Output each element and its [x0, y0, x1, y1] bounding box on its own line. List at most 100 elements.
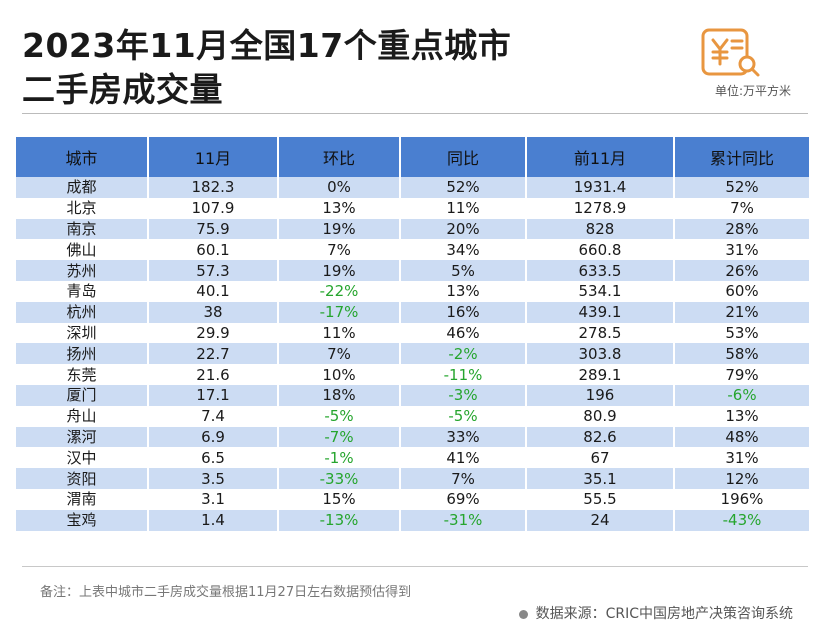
city-cell: 汉中: [16, 447, 149, 469]
city-cell: 佛山: [16, 239, 149, 261]
city-cell: 资阳: [16, 468, 149, 489]
yoy-cell: 34%: [400, 239, 527, 261]
nov-volume-cell: 182.3: [148, 177, 279, 198]
column-header: 城市: [16, 137, 149, 177]
ytd-volume-cell: 24: [526, 509, 675, 531]
ytd-yoy-cell: 12%: [674, 468, 809, 489]
city-cell: 青岛: [16, 280, 149, 302]
table-row: 苏州 57.3 19% 5% 633.5 26%: [16, 260, 809, 281]
yoy-cell: 11%: [400, 197, 527, 219]
city-cell: 扬州: [16, 343, 149, 365]
city-cell: 厦门: [16, 384, 149, 406]
table-row: 漯河 6.9 -7% 33% 82.6 48%: [16, 426, 809, 448]
yoy-cell: 5%: [400, 260, 527, 281]
city-cell: 成都: [16, 177, 149, 198]
title-line-2: 二手房成交量: [22, 70, 223, 109]
table-row: 佛山 60.1 7% 34% 660.8 31%: [16, 239, 809, 261]
table-row: 扬州 22.7 7% -2% 303.8 58%: [16, 343, 809, 365]
nov-volume-cell: 107.9: [148, 197, 279, 219]
column-header: 环比: [278, 137, 401, 177]
table-row: 宝鸡 1.4 -13% -31% 24 -43%: [16, 509, 809, 531]
mom-cell: -7%: [278, 426, 401, 448]
yoy-cell: 46%: [400, 322, 527, 344]
ytd-yoy-cell: 52%: [674, 177, 809, 198]
ytd-yoy-cell: 79%: [674, 364, 809, 385]
mom-cell: -1%: [278, 447, 401, 469]
mom-cell: 19%: [278, 218, 401, 240]
mom-cell: 13%: [278, 197, 401, 219]
nov-volume-cell: 17.1: [148, 384, 279, 406]
city-cell: 东莞: [16, 364, 149, 385]
table-row: 东莞 21.6 10% -11% 289.1 79%: [16, 364, 809, 385]
mom-cell: 7%: [278, 239, 401, 261]
mom-cell: 18%: [278, 384, 401, 406]
yoy-cell: 41%: [400, 447, 527, 469]
ytd-yoy-cell: 26%: [674, 260, 809, 281]
city-cell: 深圳: [16, 322, 149, 344]
yoy-cell: 69%: [400, 488, 527, 510]
ytd-volume-cell: 278.5: [526, 322, 675, 344]
nov-volume-cell: 3.5: [148, 468, 279, 489]
mom-cell: 15%: [278, 488, 401, 510]
ytd-yoy-cell: 28%: [674, 218, 809, 240]
nov-volume-cell: 1.4: [148, 509, 279, 531]
table-row: 南京 75.9 19% 20% 828 28%: [16, 218, 809, 240]
yoy-cell: -3%: [400, 384, 527, 406]
ytd-volume-cell: 80.9: [526, 405, 675, 427]
mom-cell: -33%: [278, 468, 401, 489]
yoy-cell: 52%: [400, 177, 527, 198]
ytd-yoy-cell: 13%: [674, 405, 809, 427]
ytd-yoy-cell: 21%: [674, 301, 809, 323]
ytd-volume-cell: 828: [526, 218, 675, 240]
ytd-volume-cell: 35.1: [526, 468, 675, 489]
yoy-cell: 13%: [400, 280, 527, 302]
data-source-text: 数据来源：CRIC中国房地产决策咨询系统: [535, 606, 793, 622]
mom-cell: 7%: [278, 343, 401, 365]
ytd-yoy-cell: 196%: [674, 488, 809, 510]
yoy-cell: 20%: [400, 218, 527, 240]
table-row: 资阳 3.5 -33% 7% 35.1 12%: [16, 468, 809, 489]
ytd-volume-cell: 534.1: [526, 280, 675, 302]
nov-volume-cell: 57.3: [148, 260, 279, 281]
yoy-cell: -11%: [400, 364, 527, 385]
yoy-cell: -2%: [400, 343, 527, 365]
nov-volume-cell: 29.9: [148, 322, 279, 344]
city-cell: 宝鸡: [16, 509, 149, 531]
page-title: 2023年11月全国17个重点城市 二手房成交量: [22, 24, 511, 112]
bottom-divider: [22, 566, 808, 567]
nov-volume-cell: 75.9: [148, 218, 279, 240]
table-row: 深圳 29.9 11% 46% 278.5 53%: [16, 322, 809, 344]
column-header: 累计同比: [674, 137, 809, 177]
yoy-cell: -5%: [400, 405, 527, 427]
ytd-yoy-cell: 60%: [674, 280, 809, 302]
table-header-row: 城市 11月 环比 同比 前11月 累计同比: [16, 137, 809, 177]
ytd-yoy-cell: 31%: [674, 239, 809, 261]
ytd-volume-cell: 55.5: [526, 488, 675, 510]
nov-volume-cell: 22.7: [148, 343, 279, 365]
data-table: 城市 11月 环比 同比 前11月 累计同比 成都 182.3 0% 52% 1931.…: [16, 137, 809, 531]
ytd-volume-cell: 1278.9: [526, 197, 675, 219]
city-cell: 苏州: [16, 260, 149, 281]
nov-volume-cell: 40.1: [148, 280, 279, 302]
table-row: 杭州 38 -17% 16% 439.1 21%: [16, 301, 809, 323]
price-document-search-icon: [701, 28, 760, 77]
bullet-dot-icon: [518, 609, 528, 619]
table-row: 北京 107.9 13% 11% 1278.9 7%: [16, 197, 809, 219]
ytd-yoy-cell: 31%: [674, 447, 809, 469]
nov-volume-cell: 3.1: [148, 488, 279, 510]
mom-cell: 10%: [278, 364, 401, 385]
ytd-yoy-cell: 53%: [674, 322, 809, 344]
ytd-volume-cell: 82.6: [526, 426, 675, 448]
data-source: 数据来源：CRIC中国房地产决策咨询系统: [518, 603, 793, 623]
table-row: 成都 182.3 0% 52% 1931.4 52%: [16, 177, 809, 198]
table-row: 厦门 17.1 18% -3% 196 -6%: [16, 384, 809, 406]
footnote: 备注：上表中城市二手房成交量根据11月27日左右数据预估得到: [40, 585, 412, 600]
yoy-cell: -31%: [400, 509, 527, 531]
ytd-yoy-cell: -43%: [674, 509, 809, 531]
nov-volume-cell: 21.6: [148, 364, 279, 385]
nov-volume-cell: 7.4: [148, 405, 279, 427]
nov-volume-cell: 38: [148, 301, 279, 323]
ytd-volume-cell: 633.5: [526, 260, 675, 281]
table-row: 青岛 40.1 -22% 13% 534.1 60%: [16, 280, 809, 302]
ytd-yoy-cell: 7%: [674, 197, 809, 219]
